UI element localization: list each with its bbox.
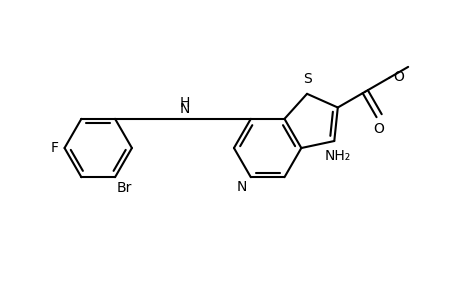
Text: F: F (50, 141, 58, 155)
Text: N: N (179, 102, 190, 116)
Text: S: S (302, 72, 311, 86)
Text: O: O (373, 122, 384, 136)
Text: N: N (236, 180, 246, 194)
Text: Br: Br (117, 181, 132, 195)
Text: NH₂: NH₂ (324, 149, 350, 163)
Text: O: O (392, 70, 403, 84)
Text: H: H (179, 96, 190, 110)
